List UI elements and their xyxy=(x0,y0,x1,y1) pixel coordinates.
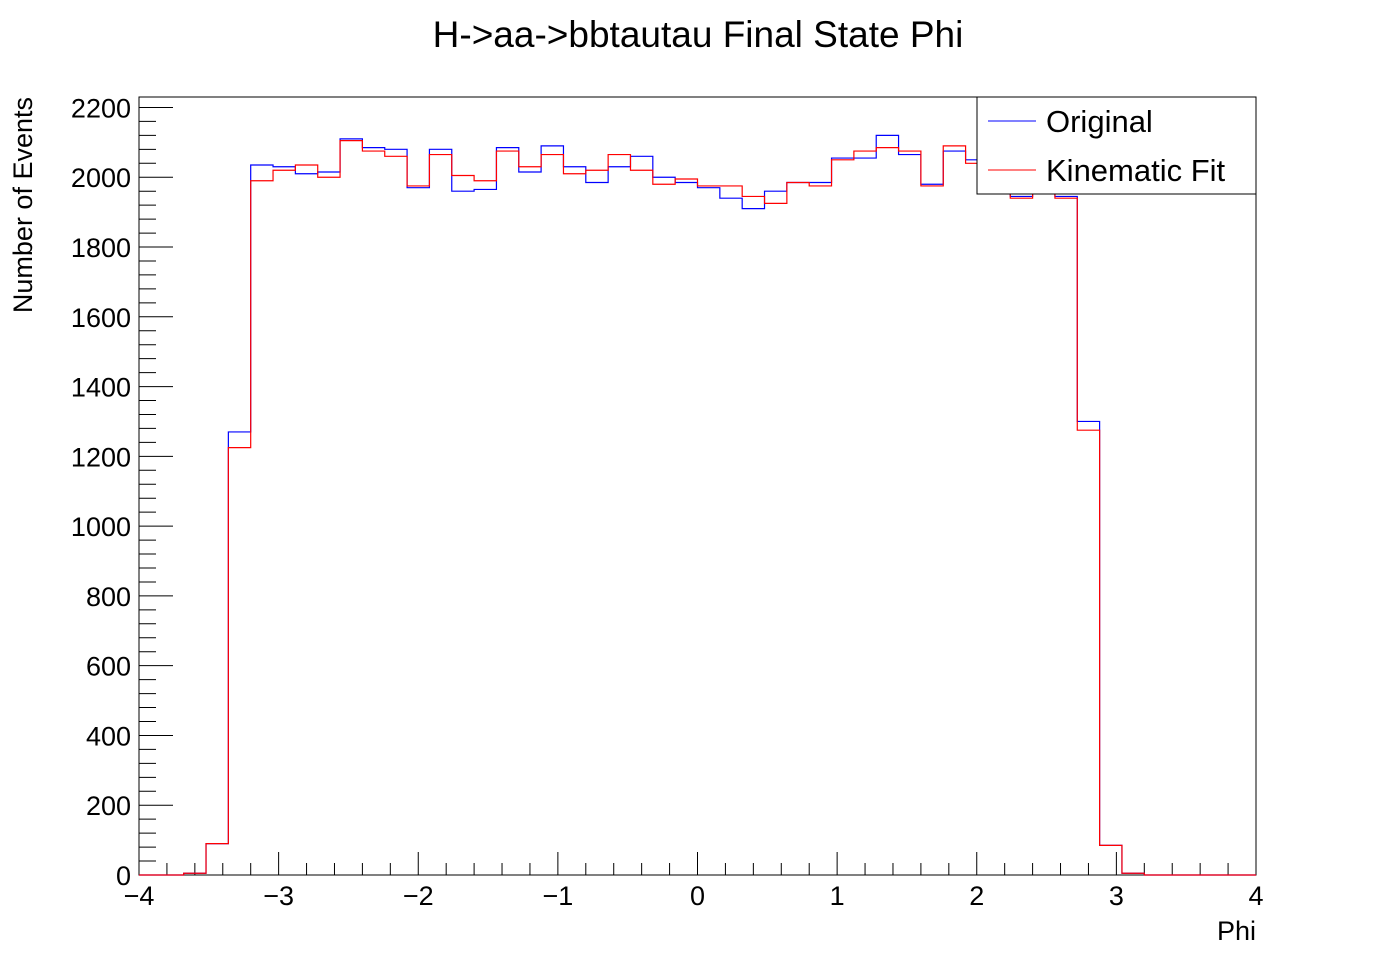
legend-box xyxy=(976,96,1257,195)
y-tick-label: 1600 xyxy=(71,303,131,333)
y-tick-label: 0 xyxy=(116,861,131,891)
y-tick-label: 2200 xyxy=(71,93,131,123)
x-tick-label: −1 xyxy=(542,881,573,911)
y-tick-label: 800 xyxy=(86,582,131,612)
series-line-original xyxy=(139,134,1256,876)
chart-title: H->aa->bbtautau Final State Phi xyxy=(433,14,964,55)
x-tick-label: 0 xyxy=(690,881,705,911)
y-axis-ticks: 0 200 400 600 800 1000 1200 1400 1600 1800 2000 220… xyxy=(71,93,173,891)
legend-label-kinematic-fit: Kinematic Fit xyxy=(1046,153,1226,188)
x-tick-label: 3 xyxy=(1109,881,1124,911)
y-tick-label: 200 xyxy=(86,791,131,821)
histogram-series xyxy=(139,134,1256,876)
series-line-kinematic-fit xyxy=(139,140,1256,876)
y-axis-label: Number of Events xyxy=(8,97,38,313)
x-tick-label: 4 xyxy=(1248,881,1263,911)
legend: Original Kinematic Fit xyxy=(976,96,1257,195)
y-tick-label: 600 xyxy=(86,652,131,682)
y-tick-label: 1000 xyxy=(71,512,131,542)
x-axis-ticks: −4 −3 −2 −1 0 1 2 3 4 xyxy=(124,852,1264,911)
x-tick-label: 1 xyxy=(830,881,845,911)
y-tick-label: 1800 xyxy=(71,233,131,263)
y-tick-label: 400 xyxy=(86,721,131,751)
x-tick-label: 2 xyxy=(969,881,984,911)
y-tick-label: 1400 xyxy=(71,373,131,403)
y-tick-label: 2000 xyxy=(71,163,131,193)
x-tick-label: −4 xyxy=(124,881,155,911)
y-tick-label: 1200 xyxy=(71,442,131,472)
x-axis-label: Phi xyxy=(1217,916,1256,946)
plot-frame xyxy=(138,96,1257,876)
x-tick-label: −2 xyxy=(403,881,434,911)
x-tick-label: −3 xyxy=(263,881,294,911)
legend-label-original: Original xyxy=(1046,104,1153,139)
